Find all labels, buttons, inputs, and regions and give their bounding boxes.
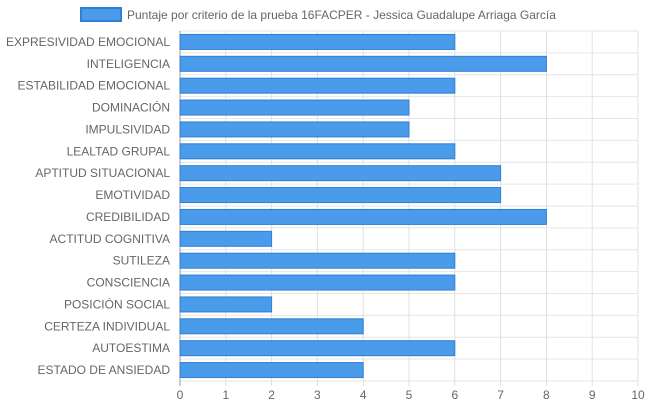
bar[interactable] — [179, 274, 456, 291]
bar[interactable] — [179, 55, 547, 72]
bar[interactable] — [179, 187, 502, 204]
y-tick-label: DOMINACIÓN — [92, 100, 170, 115]
y-tick-label: SUTILEZA — [113, 254, 170, 268]
grid-lines — [179, 30, 639, 386]
y-tick-label: ESTABILIDAD EMOCIONAL — [18, 79, 171, 93]
bar[interactable] — [179, 33, 456, 50]
x-tick-label: 9 — [589, 388, 596, 402]
y-tick-label: AUTOESTIMA — [92, 341, 170, 355]
y-axis-labels: EXPRESIVIDAD EMOCIONAL INTELIGENCIA ESTABI… — [6, 35, 170, 377]
x-tick-label: 1 — [222, 388, 229, 402]
y-tick-label: INTELIGENCIA — [87, 57, 170, 71]
legend-swatch — [80, 7, 122, 22]
legend[interactable]: Puntaje por criterio de la prueba 16FACP… — [80, 7, 556, 22]
y-tick-label: LEALTAD GRUPAL — [67, 144, 171, 158]
bar[interactable] — [179, 318, 364, 335]
bars — [179, 33, 547, 379]
bar[interactable] — [179, 165, 502, 182]
y-tick-label: EMOTIVIDAD — [95, 188, 170, 202]
bar[interactable] — [179, 252, 456, 269]
y-tick-label: IMPULSIVIDAD — [85, 122, 170, 136]
x-tick-label: 5 — [406, 388, 413, 402]
y-tick-label: CERTEZA INDIVIDUAL — [44, 319, 170, 333]
bar[interactable] — [179, 230, 273, 247]
x-axis-labels: 0 1 2 3 4 5 6 7 8 9 10 — [177, 388, 645, 402]
bar[interactable] — [179, 340, 456, 357]
bar[interactable] — [179, 143, 456, 160]
x-tick-label: 8 — [543, 388, 550, 402]
x-tick-label: 10 — [631, 388, 645, 402]
y-tick-label: POSICIÓN SOCIAL — [64, 296, 170, 311]
y-tick-label: CONSCIENCIA — [87, 276, 170, 290]
bar[interactable] — [179, 296, 273, 313]
x-tick-label: 3 — [314, 388, 321, 402]
y-tick-label: ACTITUD COGNITIVA — [50, 232, 170, 246]
y-tick-label: EXPRESIVIDAD EMOCIONAL — [6, 35, 170, 49]
x-tick-label: 0 — [177, 388, 184, 402]
x-tick-label: 6 — [451, 388, 458, 402]
bar[interactable] — [179, 208, 547, 225]
bar[interactable] — [179, 121, 410, 138]
bar[interactable] — [179, 362, 364, 379]
y-tick-label: CREDIBILIDAD — [86, 210, 170, 224]
x-tick-label: 4 — [360, 388, 367, 402]
bar[interactable] — [179, 99, 410, 116]
y-tick-label: ESTADO DE ANSIEDAD — [38, 363, 171, 377]
bar[interactable] — [179, 77, 456, 94]
x-tick-label: 7 — [497, 388, 504, 402]
x-tick-label: 2 — [268, 388, 275, 402]
y-tick-label: APTITUD SITUACIONAL — [35, 166, 170, 180]
legend-label: Puntaje por criterio de la prueba 16FACP… — [127, 8, 556, 22]
